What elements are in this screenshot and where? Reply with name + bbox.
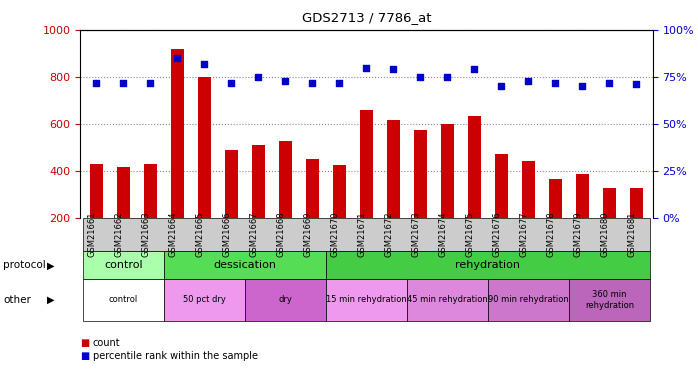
Text: GSM21662: GSM21662 bbox=[114, 211, 124, 257]
Text: GSM21677: GSM21677 bbox=[519, 211, 528, 257]
Text: GSM21675: GSM21675 bbox=[466, 211, 475, 257]
Text: GSM21666: GSM21666 bbox=[223, 211, 232, 257]
Point bbox=[280, 78, 291, 84]
Point bbox=[91, 80, 102, 86]
Point bbox=[550, 80, 561, 86]
Text: GSM21679: GSM21679 bbox=[574, 211, 582, 257]
Bar bbox=[225, 150, 238, 217]
Text: GSM21681: GSM21681 bbox=[628, 211, 637, 257]
Bar bbox=[144, 164, 157, 218]
Text: dry: dry bbox=[279, 296, 292, 304]
Bar bbox=[333, 165, 346, 218]
Text: ▶: ▶ bbox=[47, 295, 54, 305]
Bar bbox=[495, 154, 508, 218]
Point bbox=[199, 61, 210, 67]
Text: control: control bbox=[104, 260, 143, 270]
Text: 360 min
rehydration: 360 min rehydration bbox=[585, 290, 634, 310]
Bar bbox=[549, 179, 562, 218]
Point bbox=[496, 83, 507, 89]
Point bbox=[118, 80, 129, 86]
Text: GSM21672: GSM21672 bbox=[385, 211, 394, 257]
Text: ■: ■ bbox=[80, 338, 89, 348]
Text: GSM21661: GSM21661 bbox=[87, 211, 96, 257]
Text: GSM21673: GSM21673 bbox=[411, 211, 420, 257]
Point bbox=[631, 81, 642, 87]
Point bbox=[361, 64, 372, 70]
Point bbox=[442, 74, 453, 80]
Bar bbox=[252, 145, 265, 218]
Text: 90 min rehydration: 90 min rehydration bbox=[488, 296, 569, 304]
Point bbox=[577, 83, 588, 89]
Text: GSM21674: GSM21674 bbox=[438, 211, 447, 257]
Bar bbox=[602, 188, 616, 218]
Text: GSM21680: GSM21680 bbox=[600, 211, 609, 257]
Text: GSM21678: GSM21678 bbox=[547, 211, 556, 257]
Text: GSM21669: GSM21669 bbox=[304, 211, 313, 257]
Point bbox=[307, 80, 318, 86]
Bar bbox=[90, 164, 103, 218]
Bar bbox=[198, 77, 211, 218]
Point bbox=[415, 74, 426, 80]
Bar bbox=[440, 124, 454, 218]
Bar bbox=[521, 161, 535, 218]
Text: ▶: ▶ bbox=[47, 260, 54, 270]
Bar bbox=[576, 174, 589, 217]
Text: GSM21667: GSM21667 bbox=[249, 211, 258, 257]
Text: 45 min rehydration: 45 min rehydration bbox=[407, 296, 488, 304]
Text: GSM21676: GSM21676 bbox=[493, 211, 501, 257]
Point bbox=[604, 80, 615, 86]
Bar bbox=[630, 188, 643, 218]
Point bbox=[388, 66, 399, 72]
Point bbox=[253, 74, 264, 80]
Bar bbox=[359, 110, 373, 218]
Point bbox=[145, 80, 156, 86]
Bar bbox=[468, 116, 481, 218]
Text: GSM21668: GSM21668 bbox=[276, 211, 285, 257]
Point bbox=[523, 78, 534, 84]
Text: 15 min rehydration: 15 min rehydration bbox=[326, 296, 407, 304]
Bar bbox=[306, 159, 319, 218]
Text: GDS2713 / 7786_at: GDS2713 / 7786_at bbox=[302, 11, 431, 24]
Point bbox=[334, 80, 345, 86]
Point bbox=[469, 66, 480, 72]
Bar bbox=[171, 49, 184, 217]
Text: GSM21664: GSM21664 bbox=[168, 211, 177, 257]
Point bbox=[226, 80, 237, 86]
Text: protocol: protocol bbox=[3, 260, 46, 270]
Bar bbox=[387, 120, 400, 218]
Text: count: count bbox=[93, 338, 121, 348]
Text: rehydration: rehydration bbox=[455, 260, 521, 270]
Text: GSM21663: GSM21663 bbox=[142, 211, 151, 257]
Text: dessication: dessication bbox=[214, 260, 276, 270]
Text: ■: ■ bbox=[80, 351, 89, 361]
Text: control: control bbox=[109, 296, 138, 304]
Text: GSM21671: GSM21671 bbox=[357, 211, 366, 257]
Point bbox=[172, 55, 183, 61]
Text: GSM21670: GSM21670 bbox=[330, 211, 339, 257]
Text: other: other bbox=[3, 295, 31, 305]
Bar bbox=[279, 141, 292, 218]
Bar bbox=[414, 130, 427, 218]
Text: 50 pct dry: 50 pct dry bbox=[183, 296, 226, 304]
Text: percentile rank within the sample: percentile rank within the sample bbox=[93, 351, 258, 361]
Text: GSM21665: GSM21665 bbox=[195, 211, 205, 257]
Bar bbox=[117, 167, 131, 217]
